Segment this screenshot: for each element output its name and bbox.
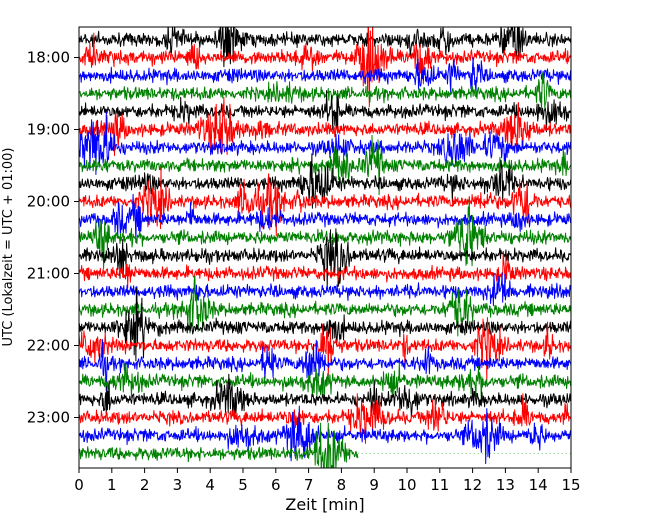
x-tick-label: 4 [205, 476, 215, 494]
seismogram-trace-line [79, 287, 571, 362]
x-tick-label: 3 [173, 476, 183, 494]
seismogram-trace-line [79, 422, 359, 468]
seismogram-traces [79, 27, 571, 468]
x-tick-label: 6 [271, 476, 281, 494]
seismogram-trace-line [79, 405, 571, 465]
x-tick-label: 5 [238, 476, 248, 494]
y-axis: 18:00 19:00 20:00 21:00 22:00 23:00 [27, 49, 79, 427]
seismogram-trace-line [79, 373, 571, 422]
x-tick-label: 15 [561, 476, 580, 494]
y-tick-label: 18:00 [27, 49, 70, 67]
seismogram-trace-line [79, 90, 571, 133]
x-tick-label: 7 [304, 476, 314, 494]
seismogram-trace-line [79, 193, 571, 243]
x-tick-label: 12 [463, 476, 482, 494]
x-tick-label: 0 [74, 476, 84, 494]
x-tick-label: 2 [140, 476, 150, 494]
y-tick-label: 21:00 [27, 265, 70, 283]
seismogram-trace-line [79, 361, 571, 403]
x-tick-label: 14 [529, 476, 548, 494]
y-tick-label: 19:00 [27, 121, 70, 139]
x-tick-label: 8 [337, 476, 347, 494]
seismogram-trace-line [79, 317, 571, 382]
seismogram-trace-line [79, 275, 571, 337]
y-tick-label: 22:00 [27, 337, 70, 355]
seismogram-trace-line [79, 339, 571, 392]
seismogram-trace-line [79, 57, 571, 96]
x-tick-label: 1 [107, 476, 117, 494]
seismogram-trace-line [79, 198, 571, 270]
seismogram-trace-line [79, 228, 571, 290]
x-tick-label: 9 [369, 476, 379, 494]
seismogram-trace-line [79, 97, 571, 156]
plot-frame [78, 26, 572, 469]
seismogram-trace-line [79, 72, 571, 112]
seismogram-trace-line [79, 393, 571, 444]
seismogram-trace-line [79, 167, 571, 237]
y-tick-label: 20:00 [27, 193, 70, 211]
x-axis: 0 1 2 3 4 5 6 7 8 9 10 11 12 13 14 15 [74, 468, 581, 494]
x-tick-label: 13 [496, 476, 515, 494]
seismogram-trace-line [79, 111, 571, 175]
x-tick-label: 11 [430, 476, 449, 494]
x-tick-label: 10 [397, 476, 416, 494]
y-axis-label: UTC (Lokalzeit = UTC + 01:00) [1, 148, 16, 347]
y-tick-label: 23:00 [27, 409, 70, 427]
x-axis-label: Zeit [min] [285, 495, 364, 514]
seismogram-trace-line [79, 27, 571, 68]
seismogram-trace-line [79, 272, 571, 307]
seismogram-trace-line [79, 27, 571, 108]
seismogram-trace-line [79, 252, 571, 289]
